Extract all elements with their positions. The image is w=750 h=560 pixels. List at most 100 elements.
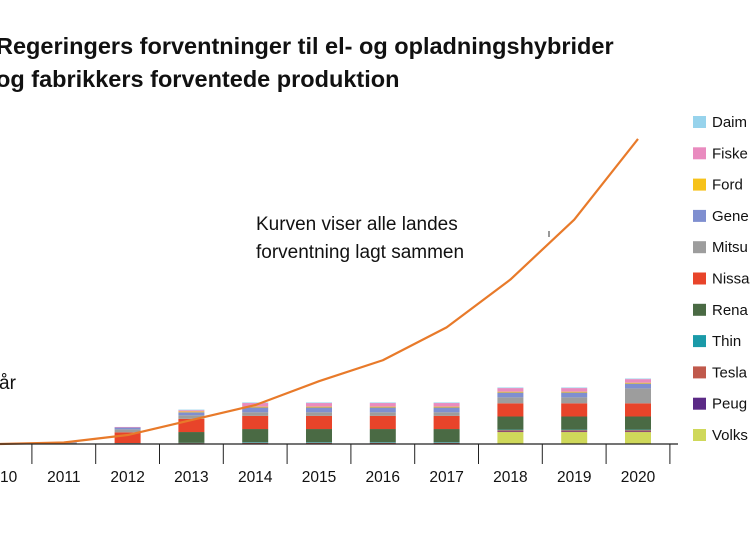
legend: Daim Fiske Ford Gene Mitsu Nissa Rena Thin Tesla… [693, 114, 750, 444]
bar-segment-2020-0 [625, 432, 651, 444]
bar-segment-2020-10 [625, 378, 651, 380]
annotation-line-1: Kurven viser alle landes [256, 214, 458, 235]
bar-segment-2018-5 [497, 403, 524, 417]
bar-segment-2020-6 [625, 388, 651, 404]
bar-segment-2020-8 [625, 382, 651, 384]
bar-segment-2013-4 [178, 432, 205, 443]
x-tick-label-2020: 2020 [621, 469, 656, 486]
bar-segment-2018-3 [497, 429, 524, 431]
x-tick-label-2012: 2012 [110, 469, 144, 486]
legend-label-3: Gene [712, 208, 749, 225]
bar-segment-2012-6 [114, 429, 141, 433]
bars-group [50, 378, 651, 444]
bar-segment-2014-6 [242, 412, 269, 416]
bar-segment-2017-9 [433, 403, 460, 407]
bar-segment-2017-5 [433, 415, 460, 430]
legend-swatch-8 [693, 366, 706, 379]
bar-segment-2014-5 [242, 415, 269, 430]
bar-segment-2020-7 [625, 383, 651, 389]
bar-segment-2013-6 [178, 415, 205, 419]
legend-swatch-3 [693, 209, 706, 222]
chart-title-line-2: og fabrikkers forventede produktion [0, 66, 400, 92]
legend-swatch-0 [693, 116, 706, 128]
bar-segment-2013-8 [178, 411, 205, 413]
bar-segment-2014-8 [242, 406, 269, 408]
bar-segment-2020-3 [625, 429, 651, 431]
bar-segment-2013-9 [178, 410, 205, 412]
bar-segment-2017-7 [433, 407, 460, 413]
bar-segment-2013-7 [178, 412, 205, 416]
annotations-group: Kurven viser alle landes forventning lag… [0, 214, 550, 394]
bar-segment-2015-5 [306, 415, 332, 430]
bar-segment-2018-7 [497, 392, 524, 398]
bar-segment-2018-1 [497, 431, 524, 433]
annotation-aar: år [0, 373, 17, 394]
legend-label-9: Peug [712, 396, 747, 413]
bar-segment-2019-2 [561, 430, 588, 432]
bar-segment-2014-10 [242, 402, 269, 404]
bar-segment-2012-7 [114, 427, 141, 430]
bar-segment-2020-4 [625, 416, 651, 430]
bar-segment-2019-4 [561, 416, 588, 430]
line-group [0, 138, 639, 446]
bar-segment-2014-7 [242, 407, 269, 413]
x-tick-label-2015: 2015 [302, 469, 336, 486]
bar-segment-2019-0 [561, 432, 588, 444]
x-axis: 2010 2011 2012 2013 2014 2015 2016 2017 2018 2019… [0, 443, 678, 486]
bar-segment-2018-10 [497, 387, 524, 389]
x-tick-label-2017: 2017 [429, 469, 463, 486]
x-tick-label-2016: 2016 [366, 469, 400, 486]
chart-title: Regeringers forventninger til el- og opl… [0, 30, 614, 96]
legend-swatch-1 [693, 147, 706, 160]
bar-segment-2019-1 [561, 431, 588, 433]
x-tick-label-2014: 2014 [238, 469, 273, 486]
legend-label-1: Fiske [712, 145, 748, 162]
bar-segment-2017-6 [433, 412, 460, 416]
legend-label-7: Thin [712, 333, 741, 350]
bar-segment-2019-5 [561, 403, 588, 417]
bar-segment-2020-1 [625, 431, 651, 433]
legend-label-0: Daim [712, 114, 747, 131]
bar-segment-2017-4 [433, 429, 460, 443]
bar-segment-2015-4 [306, 429, 332, 443]
bar-segment-2019-3 [561, 429, 588, 431]
bar-segment-2012-5 [114, 432, 141, 444]
bar-segment-2016-8 [369, 406, 396, 408]
legend-swatch-9 [693, 397, 706, 410]
bar-segment-2019-8 [561, 391, 588, 393]
legend-label-2: Ford [712, 177, 743, 194]
bar-segment-2020-2 [625, 430, 651, 432]
legend-swatch-10 [693, 429, 706, 441]
bar-segment-2018-6 [497, 397, 524, 404]
bar-segment-2014-3 [242, 442, 269, 443]
legend-swatch-2 [693, 178, 706, 191]
bar-segment-2016-3 [369, 442, 396, 443]
bar-segment-2016-5 [369, 415, 396, 430]
bar-segment-2019-6 [561, 397, 588, 404]
bar-segment-2017-10 [433, 402, 460, 404]
legend-swatch-4 [693, 241, 706, 254]
legend-label-6: Rena [712, 302, 749, 319]
bar-segment-2015-9 [306, 403, 332, 407]
bar-segment-2012-9 [114, 426, 141, 428]
bar-segment-2020-5 [625, 403, 651, 417]
bar-segment-2016-7 [369, 407, 396, 413]
bar-segment-2015-10 [306, 402, 332, 404]
bar-segment-2015-7 [306, 407, 332, 413]
legend-label-8: Tesla [712, 364, 748, 381]
legend-swatch-7 [693, 335, 706, 348]
bar-segment-2013-10 [178, 409, 205, 411]
bar-segment-2018-9 [497, 388, 524, 392]
legend-swatch-6 [693, 303, 706, 316]
x-tick-label-2011: 2011 [47, 469, 80, 486]
bar-segment-2016-6 [369, 412, 396, 416]
annotation-line-2: forventning lagt sammen [256, 242, 464, 263]
x-tick-label-2019: 2019 [557, 469, 591, 486]
legend-label-10: Volks [712, 427, 748, 444]
bar-segment-2016-9 [369, 403, 396, 407]
legend-label-4: Mitsu [712, 239, 748, 256]
bar-segment-2015-3 [306, 442, 332, 443]
bar-segment-2015-8 [306, 406, 332, 408]
x-tick-label-2013: 2013 [174, 469, 208, 486]
